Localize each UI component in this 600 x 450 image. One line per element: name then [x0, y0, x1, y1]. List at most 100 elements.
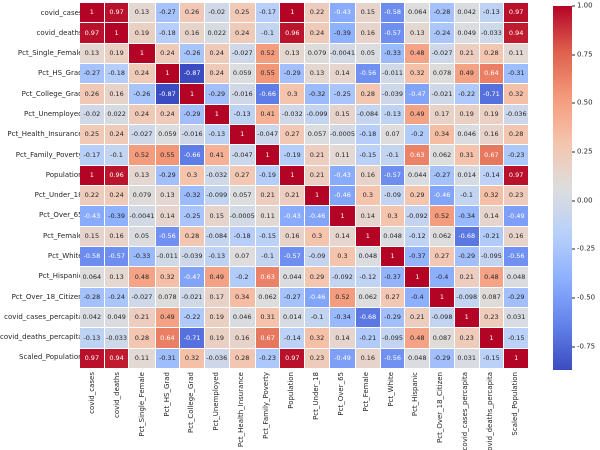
y-tick-label: covid_deaths — [36, 28, 83, 37]
heatmap-cell: -0.23 — [504, 145, 528, 165]
heatmap-cell: -0.2 — [405, 125, 430, 145]
heatmap-cell: 0.32 — [504, 84, 528, 104]
heatmap-cell: -0.0005 — [329, 125, 355, 145]
heatmap-cell: 0.24 — [155, 104, 180, 124]
heatmap-cell: -0.58 — [80, 247, 104, 267]
heatmap-cell: 0.059 — [155, 125, 180, 145]
colorbar-tick-label: 1.00 — [577, 1, 593, 10]
heatmap-cell: -0.09 — [305, 247, 329, 267]
heatmap-cell: -0.095 — [479, 247, 504, 267]
heatmap-cell: 1 — [355, 226, 380, 246]
colorbar-tick-label: 0.25 — [577, 147, 593, 156]
heatmap-cell: 0.14 — [355, 206, 380, 226]
heatmap-cell: -0.24 — [430, 23, 454, 43]
heatmap-cell: 0.05 — [355, 43, 380, 63]
heatmap-cell: -0.87 — [155, 84, 180, 104]
heatmap-cell: -0.15 — [479, 348, 504, 368]
heatmap-cell: -0.084 — [355, 104, 380, 124]
colorbar-tick: 0.50 — [572, 98, 593, 107]
heatmap-cell: 0.3 — [305, 226, 329, 246]
heatmap-cell: -0.68 — [454, 226, 479, 246]
colorbar-tick: -0.50 — [572, 294, 595, 302]
heatmap-cell: 1 — [80, 3, 104, 23]
heatmap-cell: -0.32 — [305, 84, 329, 104]
heatmap-cell: 0.24 — [204, 64, 229, 84]
heatmap-cell: 0.52 — [329, 287, 355, 307]
heatmap-cell: 0.13 — [280, 43, 305, 63]
heatmap-cell: -0.46 — [305, 206, 329, 226]
heatmap-cell: -0.46 — [430, 186, 454, 206]
heatmap-cell: 0.32 — [180, 348, 204, 368]
x-tick-label: covid_deaths_percapita — [486, 372, 495, 450]
colorbar-tick-mark — [572, 151, 575, 153]
heatmap-cell: -0.18 — [155, 23, 180, 43]
heatmap-cell: 0.55 — [255, 64, 280, 84]
heatmap-cell: 0.057 — [305, 125, 329, 145]
heatmap-cell: 0.48 — [479, 267, 504, 287]
heatmap-cell: -0.29 — [204, 84, 229, 104]
heatmap-cell: 0.97 — [280, 348, 305, 368]
heatmap-cell: 0.062 — [355, 287, 380, 307]
heatmap-cell: 0.32 — [405, 64, 430, 84]
colorbar-tick-label: 0.50 — [577, 98, 593, 107]
heatmap-cell: 0.11 — [129, 348, 155, 368]
heatmap-cell: -0.099 — [305, 104, 329, 124]
heatmap-cell: 0.26 — [180, 3, 204, 23]
heatmap-cell: -0.02 — [204, 3, 229, 23]
heatmap-cell: -0.13 — [479, 3, 504, 23]
heatmap-cell: 1 — [305, 186, 329, 206]
y-axis-labels: covid_cases covid_deaths Pct_Single_Female… — [0, 3, 83, 368]
heatmap-cell: 0.049 — [104, 308, 129, 328]
heatmap-cell: -0.17 — [80, 145, 104, 165]
heatmap-cell: 0.14 — [479, 206, 504, 226]
y-tick-label: Scaled_Population — [19, 353, 83, 362]
x-tick-label: Pct_Over_65 — [336, 372, 345, 416]
heatmap-cell: 0.19 — [204, 308, 229, 328]
heatmap-cell: 0.21 — [454, 267, 479, 287]
heatmap-cell: -0.57 — [380, 23, 405, 43]
heatmap-cell: 0.48 — [129, 267, 155, 287]
heatmap-cell: 0.23 — [305, 348, 329, 368]
heatmap-cell: -0.49 — [504, 206, 528, 226]
y-tick-label: Pct_Family_Poverty — [15, 150, 83, 159]
heatmap-cell: 0.64 — [479, 64, 504, 84]
heatmap-cell: 1 — [479, 328, 504, 348]
heatmap-cell: -0.57 — [380, 165, 405, 185]
y-tick-label: Pct_HS_Grad — [38, 69, 83, 78]
heatmap-cell: 0.34 — [430, 125, 454, 145]
y-tick-label: Pct_Over_18_Citizen — [11, 292, 83, 301]
y-tick-label: Pct_Unemployed — [24, 110, 83, 119]
heatmap-cell: 1 — [454, 308, 479, 328]
colorbar-tick: -0.25 — [572, 245, 595, 253]
heatmap-cell: -0.011 — [380, 64, 405, 84]
heatmap-cell: 0.079 — [305, 43, 329, 63]
heatmap-cell: 0.27 — [280, 125, 305, 145]
heatmap-cell: 0.13 — [305, 64, 329, 84]
heatmap-cell: -0.18 — [229, 226, 255, 246]
heatmap-cell: 0.17 — [204, 287, 229, 307]
heatmap-cell: 0.19 — [479, 104, 504, 124]
x-tick-label: Pct_College_Grad — [187, 372, 196, 433]
heatmap-cell: -0.43 — [329, 3, 355, 23]
heatmap-cell: -0.13 — [380, 104, 405, 124]
heatmap-cell: -0.25 — [180, 206, 204, 226]
heatmap-cell: 0.16 — [180, 23, 204, 43]
heatmap-cell: -0.4 — [430, 267, 454, 287]
colorbar-tick: 1.00 — [572, 1, 593, 10]
y-tick-label: Pct_Over_65 — [39, 211, 83, 220]
heatmap-cell: 0.046 — [229, 308, 255, 328]
heatmap-cell: 0.16 — [355, 348, 380, 368]
y-tick-label: Population — [45, 170, 83, 179]
heatmap-cell: -0.1 — [305, 308, 329, 328]
heatmap-cell: 0.16 — [280, 226, 305, 246]
heatmap-cell: -0.17 — [255, 3, 280, 23]
heatmap-cell: 0.55 — [155, 145, 180, 165]
heatmap-cell: -0.0041 — [329, 43, 355, 63]
heatmap-cell: -0.47 — [180, 267, 204, 287]
heatmap-cell: 0.25 — [80, 125, 104, 145]
heatmap-cell: 0.14 — [329, 226, 355, 246]
heatmap-cell: 0.27 — [229, 165, 255, 185]
heatmap-cell: 0.41 — [204, 145, 229, 165]
heatmap-cell: -0.098 — [430, 308, 454, 328]
